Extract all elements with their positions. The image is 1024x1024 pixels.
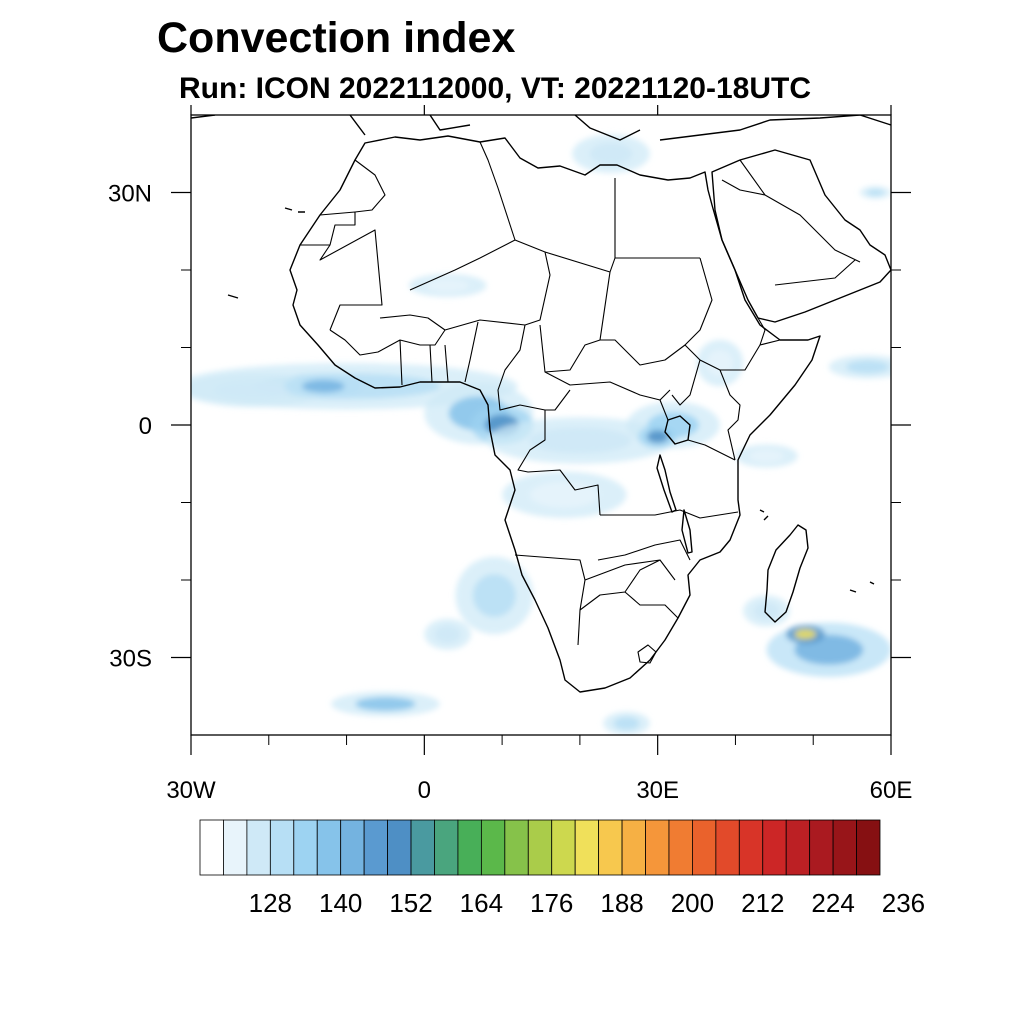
colorbar-swatch bbox=[574, 819, 600, 876]
convection-core-18 bbox=[589, 143, 633, 165]
indian-ocean-islands bbox=[759, 509, 875, 593]
convection-core-7 bbox=[646, 430, 669, 444]
border-morocco-algeria bbox=[354, 159, 386, 213]
colorbar-swatch bbox=[715, 819, 740, 876]
convection-core-1 bbox=[214, 380, 292, 400]
colorbar-label: 140 bbox=[319, 888, 362, 918]
convection-core-2 bbox=[301, 379, 345, 393]
colorbar-swatch bbox=[832, 819, 857, 876]
colorbar-swatch bbox=[668, 819, 693, 876]
convection-core-9 bbox=[846, 360, 890, 374]
colorbar-swatch bbox=[692, 819, 717, 876]
border-niger-chad bbox=[379, 239, 551, 331]
colorbar-label: 128 bbox=[249, 888, 292, 918]
lon-tick-label: 30W bbox=[166, 777, 216, 804]
convection-core-20 bbox=[707, 350, 733, 376]
lesotho-border bbox=[637, 644, 657, 664]
border-chad-sudan bbox=[539, 251, 611, 373]
convection-core-8 bbox=[749, 449, 784, 463]
lat-tick-label: 30N bbox=[108, 181, 152, 208]
convection-core-19 bbox=[866, 189, 884, 196]
colorbar-swatch bbox=[598, 819, 623, 876]
border-southern-africa bbox=[514, 509, 739, 646]
chart-title: Convection index bbox=[157, 14, 516, 62]
colorbar-label: 224 bbox=[811, 888, 854, 918]
colorbar-swatch bbox=[621, 819, 646, 876]
convection-core-21 bbox=[530, 481, 599, 508]
arabia-coastline bbox=[711, 149, 891, 323]
colorbar-swatch bbox=[480, 819, 506, 876]
convection-core-12 bbox=[753, 602, 780, 620]
colorbar-swatch bbox=[551, 819, 576, 876]
border-horn bbox=[720, 317, 781, 371]
colorbar-swatch bbox=[856, 819, 881, 876]
colorbar-swatch bbox=[738, 819, 764, 876]
border-west-africa bbox=[329, 329, 449, 386]
lat-tick-label: 0 bbox=[139, 413, 152, 440]
colorbar-swatch bbox=[340, 819, 365, 876]
convection-core-13 bbox=[472, 574, 516, 617]
colorbar-label: 200 bbox=[671, 888, 714, 918]
colorbar-swatch bbox=[504, 819, 529, 876]
madagascar-coastline bbox=[764, 524, 809, 623]
colorbar-swatch bbox=[363, 819, 388, 876]
colorbar-swatch bbox=[316, 819, 342, 876]
colorbar: 128 140 152 164 176 188 200 212 224 236 bbox=[199, 819, 925, 918]
colorbar-swatch bbox=[246, 819, 271, 876]
colorbar-swatch bbox=[223, 819, 248, 876]
chart-subtitle: Run: ICON 2022112000, VT: 20221120-18UTC bbox=[179, 72, 812, 105]
lon-tick-label: 30E bbox=[636, 777, 679, 804]
convection-field-layer bbox=[191, 134, 891, 735]
colorbar-swatch bbox=[645, 819, 670, 876]
colorbar-swatch bbox=[809, 819, 834, 876]
colorbar-swatch bbox=[762, 819, 787, 876]
colorbar-label: 188 bbox=[600, 888, 643, 918]
colorbar-swatch bbox=[293, 819, 318, 876]
coastline-layer bbox=[191, 115, 891, 693]
europe-coastline bbox=[191, 115, 891, 141]
convection-core-17 bbox=[426, 279, 470, 292]
lon-tick-label: 60E bbox=[870, 777, 913, 804]
lat-tick-label: 30S bbox=[109, 646, 152, 673]
colorbar-swatch bbox=[434, 819, 459, 876]
convection-core-11 bbox=[794, 629, 817, 640]
axis-ticks: 30W 0 30E 60E 30N 0 30S bbox=[108, 105, 912, 804]
border-western-sahara bbox=[300, 211, 356, 246]
border-east-africa bbox=[659, 344, 741, 461]
lake-malawi bbox=[681, 509, 693, 554]
colorbar-label: 212 bbox=[741, 888, 784, 918]
colorbar-label: 176 bbox=[530, 888, 573, 918]
colorbar-label: 152 bbox=[389, 888, 432, 918]
lon-tick-label: 0 bbox=[418, 777, 431, 804]
border-car-drc bbox=[517, 371, 671, 516]
colorbar-swatch bbox=[269, 819, 295, 876]
colorbar-swatch bbox=[410, 819, 435, 876]
border-sudan-egypt-ethiopia bbox=[600, 257, 713, 366]
country-borders-layer bbox=[300, 141, 861, 664]
colorbar-swatch bbox=[457, 819, 482, 876]
colorbar-swatch bbox=[387, 819, 412, 876]
colorbar-swatch bbox=[785, 819, 811, 876]
convection-core-14 bbox=[355, 697, 416, 711]
border-algeria-tunisia-libya bbox=[409, 141, 516, 291]
colorbar-swatch bbox=[199, 819, 224, 876]
colorbar-label: 236 bbox=[882, 888, 925, 918]
border-mauritania-mali bbox=[319, 229, 383, 331]
convection-core-16 bbox=[613, 716, 640, 730]
lake-tanganyika bbox=[656, 454, 677, 513]
africa-coastline bbox=[289, 135, 821, 693]
convection-core-5 bbox=[528, 427, 632, 454]
colorbar-label: 164 bbox=[460, 888, 503, 918]
colorbar-swatch bbox=[527, 819, 553, 876]
border-libya-egypt bbox=[614, 178, 700, 259]
convection-core-15 bbox=[434, 625, 461, 643]
border-arabia bbox=[721, 159, 861, 286]
border-nigeria-cameroon bbox=[464, 321, 546, 411]
canary-islands bbox=[227, 207, 305, 299]
